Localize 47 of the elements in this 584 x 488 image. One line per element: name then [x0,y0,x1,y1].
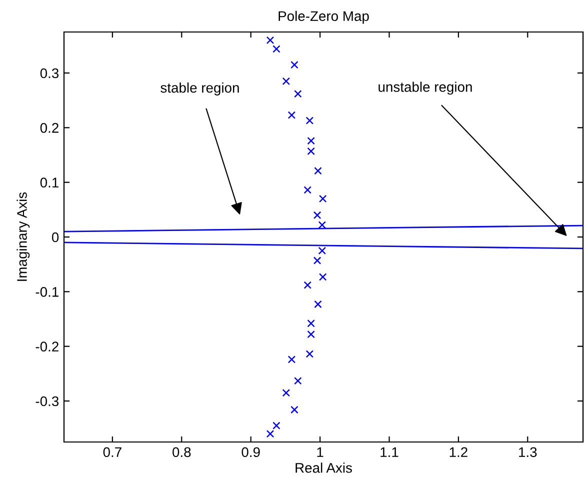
point [306,350,314,358]
point [290,60,298,69]
point [314,300,322,308]
point [318,194,327,203]
point [304,281,312,289]
y-tick-label: -0.1 [36,287,58,297]
y-tick-label: 0.2 [40,123,58,133]
point [318,246,326,255]
y-tick-label: 0.3 [40,68,59,78]
x-tick-label: 1.1 [380,447,398,457]
point [266,430,274,438]
point [294,376,302,385]
point [272,45,280,53]
point [313,256,322,264]
x-axis-title: Real Axis [296,462,352,473]
x-tick-label: 0.9 [242,447,260,458]
x-tick-label: 1 [317,447,324,457]
point [307,330,315,338]
point [282,77,290,86]
x-tick-label: 1.2 [450,447,468,457]
point [272,422,280,430]
x-tick-label: 0.7 [103,447,122,458]
chart-title: Pole-Zero Map [278,10,369,24]
y-axis-title: Imaginary Axis [16,192,30,281]
point [307,136,315,145]
y-tick-label: 0.1 [40,178,58,188]
point [307,147,315,156]
y-tick-label: -0.2 [36,342,58,352]
x-tick-label: 0.8 [172,447,191,458]
point [266,36,274,44]
point [294,90,302,98]
y-tick-label: -0.3 [36,396,59,406]
point [318,273,327,281]
point [288,356,296,364]
point [304,186,312,194]
y-tick-label: 0 [52,232,59,242]
point [318,221,326,229]
annotation: unstable region [378,82,472,95]
point [306,116,314,124]
point [307,319,315,328]
point [290,406,298,414]
point [282,388,290,397]
annotation: stable region [160,82,239,96]
point [313,211,322,220]
x-tick-label: 1.3 [519,447,537,458]
point [314,166,322,175]
point [288,111,296,119]
